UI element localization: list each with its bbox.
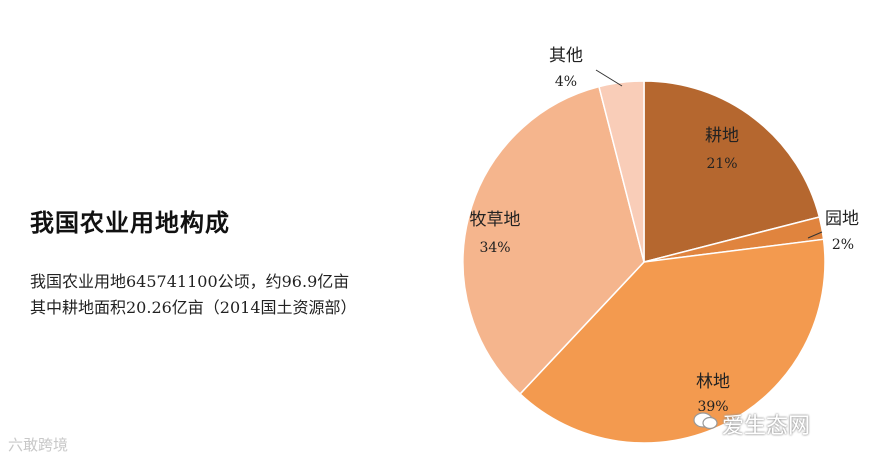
slice-pct-3: 34% <box>479 240 510 256</box>
pie-slice-4 <box>598 80 645 263</box>
slice-label-1: 园地 <box>825 209 859 229</box>
slice-pct-4: 4% <box>555 74 577 90</box>
slice-label-3: 牧草地 <box>470 210 521 230</box>
wechat-icon <box>693 412 718 430</box>
watermark-left: 六敢跨境 <box>8 436 69 454</box>
slice-pct-0: 21% <box>706 156 737 172</box>
description-line-2: 其中耕地面积20.26亿亩（2014国土资源部） <box>30 298 357 317</box>
description-line-1: 我国农业用地645741100公顷，约96.9亿亩 <box>30 272 350 291</box>
pie-slice-0 <box>643 80 821 263</box>
slice-label-0: 耕地 <box>705 126 739 146</box>
chart-title: 我国农业用地构成 <box>30 209 230 237</box>
slice-pct-1: 2% <box>832 237 854 253</box>
leader-line-0 <box>807 231 823 239</box>
slice-pct-2: 39% <box>697 399 728 415</box>
watermark-right: 爱生态网 <box>722 414 811 439</box>
slice-label-2: 林地 <box>696 372 730 392</box>
pie-slice-2 <box>519 238 826 444</box>
pie-slice-3 <box>462 85 645 396</box>
leader-line-1 <box>595 69 623 87</box>
slice-label-4: 其他 <box>549 46 583 66</box>
